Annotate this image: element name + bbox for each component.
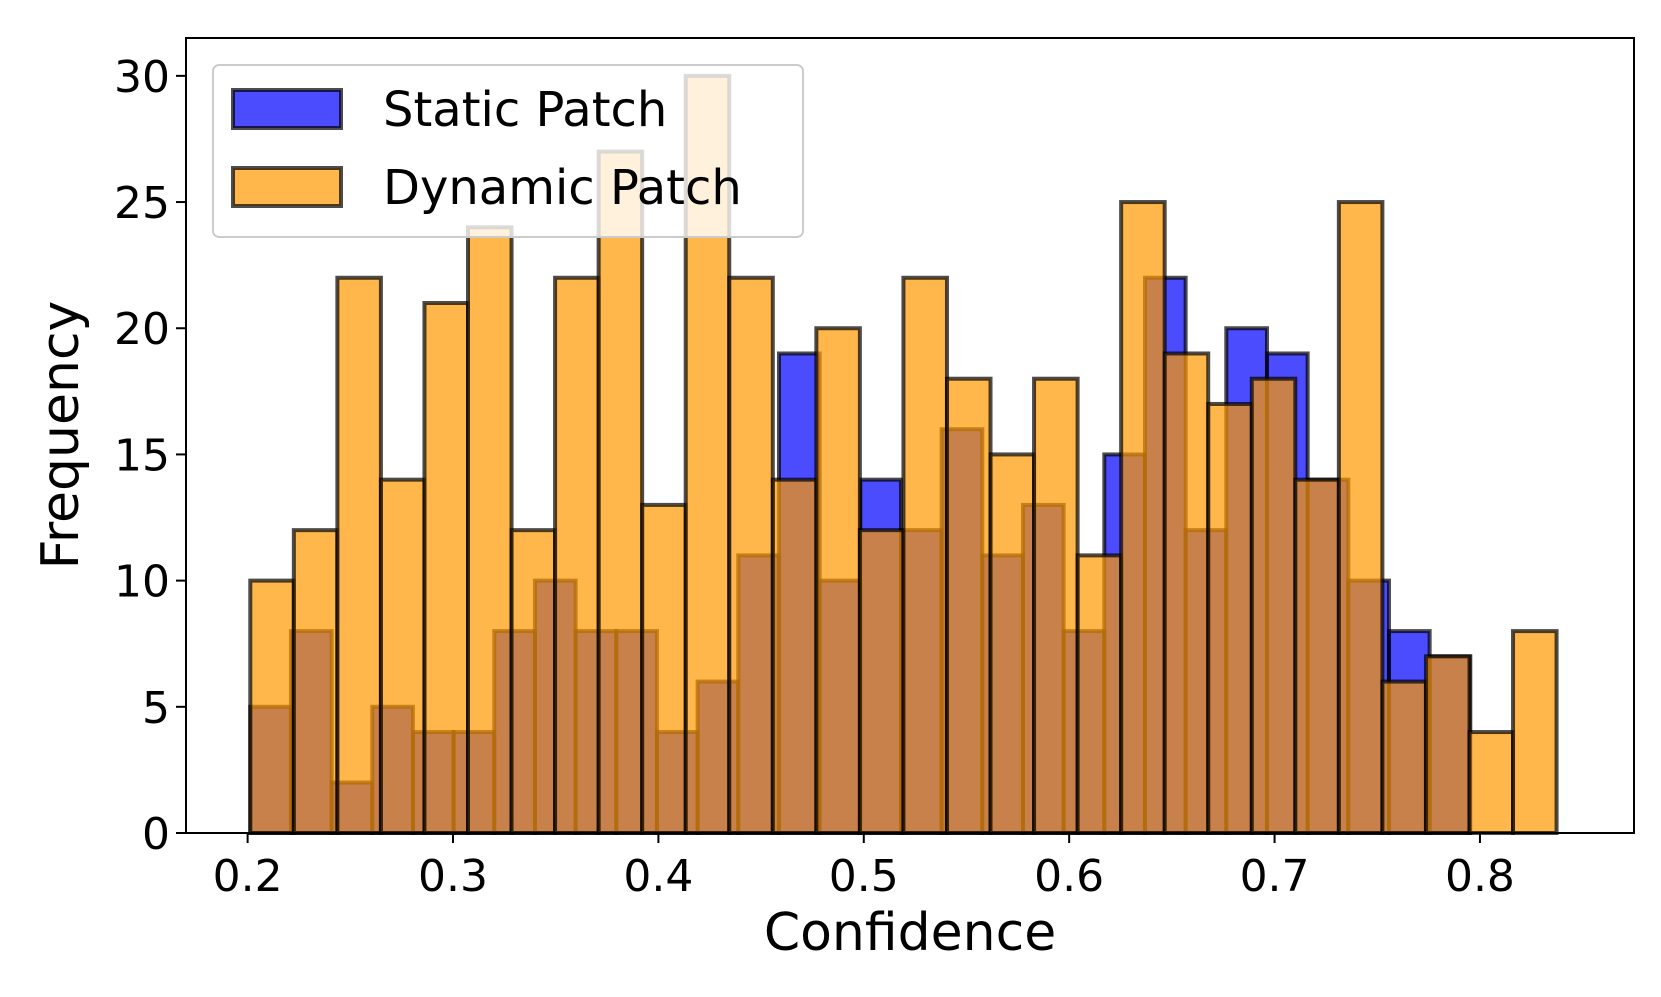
y-tick-label-1: 5 <box>142 683 170 734</box>
x-tick-label-5: 0.7 <box>1240 851 1310 902</box>
dynamic-patch-bar-9 <box>640 502 688 835</box>
dynamic-patch-bar-27 <box>1423 654 1472 836</box>
y-axis-label: Frequency <box>31 301 91 570</box>
y-tick-label-5: 25 <box>114 178 170 229</box>
dynamic-patch-bar-21 <box>1162 351 1211 835</box>
dynamic-patch-bar-14 <box>857 528 906 835</box>
dynamic-patch-bar-6 <box>509 528 558 835</box>
dynamic-patch-bar-2 <box>335 275 383 835</box>
dynamic-patch-bar-24 <box>1293 477 1341 835</box>
y-tick-label-0: 0 <box>142 809 170 860</box>
dynamic-patch-bar-18 <box>1032 376 1080 835</box>
dynamic-patch-bars <box>248 73 1559 836</box>
x-axis-label: Confidence <box>764 903 1056 963</box>
dynamic-patch-bar-5 <box>466 225 514 836</box>
dynamic-patch-bar-23 <box>1249 376 1298 835</box>
dynamic-patch-bar-26 <box>1380 679 1428 835</box>
y-tick-label-6: 30 <box>114 52 170 103</box>
x-tick-label-0: 0.2 <box>213 851 283 902</box>
dynamic-patch-bar-29 <box>1511 629 1559 835</box>
dynamic-patch-bar-20 <box>1119 200 1167 836</box>
dynamic-patch-bar-11 <box>727 275 775 835</box>
x-tick-label-3: 0.5 <box>829 851 899 902</box>
y-tick-label-4: 20 <box>114 304 170 355</box>
legend-box <box>212 64 804 238</box>
dynamic-patch-bar-4 <box>422 301 470 835</box>
dynamic-patch-bar-1 <box>291 528 340 835</box>
dynamic-patch-bar-17 <box>988 452 1037 835</box>
legend-swatch-dynamic-patch <box>231 166 343 208</box>
dynamic-patch-bar-13 <box>814 326 862 835</box>
legend-label-dynamic-patch: Dynamic Patch <box>383 160 742 216</box>
legend: Static Patch Dynamic Patch <box>212 64 804 238</box>
dynamic-patch-bar-22 <box>1206 401 1254 835</box>
y-tick-label-2: 10 <box>114 557 170 608</box>
y-tick-label-3: 15 <box>114 430 170 481</box>
dynamic-patch-bar-19 <box>1075 553 1124 835</box>
dynamic-patch-bar-0 <box>248 578 296 835</box>
dynamic-patch-bar-15 <box>901 275 949 835</box>
plot-frame <box>185 37 1635 834</box>
dynamic-patch-bar-28 <box>1467 730 1516 835</box>
x-tick-label-4: 0.6 <box>1034 851 1104 902</box>
dynamic-patch-bar-3 <box>378 477 427 835</box>
legend-label-static-patch: Static Patch <box>383 82 667 138</box>
dynamic-patch-bar-12 <box>770 477 819 835</box>
y-axis-ticks: 0 5 10 15 20 25 30 <box>114 52 186 860</box>
x-tick-label-6: 0.8 <box>1445 851 1515 902</box>
dynamic-patch-bar-16 <box>944 376 993 835</box>
x-tick-label-1: 0.3 <box>418 851 488 902</box>
legend-swatch-static-patch <box>231 88 343 130</box>
dynamic-patch-bar-7 <box>553 275 601 835</box>
x-tick-label-2: 0.4 <box>623 851 693 902</box>
dynamic-patch-bar-25 <box>1336 200 1385 836</box>
x-axis-ticks: 0.2 0.3 0.4 0.5 0.6 0.7 0.8 <box>213 833 1515 902</box>
dynamic-patch-bar-8 <box>596 149 645 835</box>
